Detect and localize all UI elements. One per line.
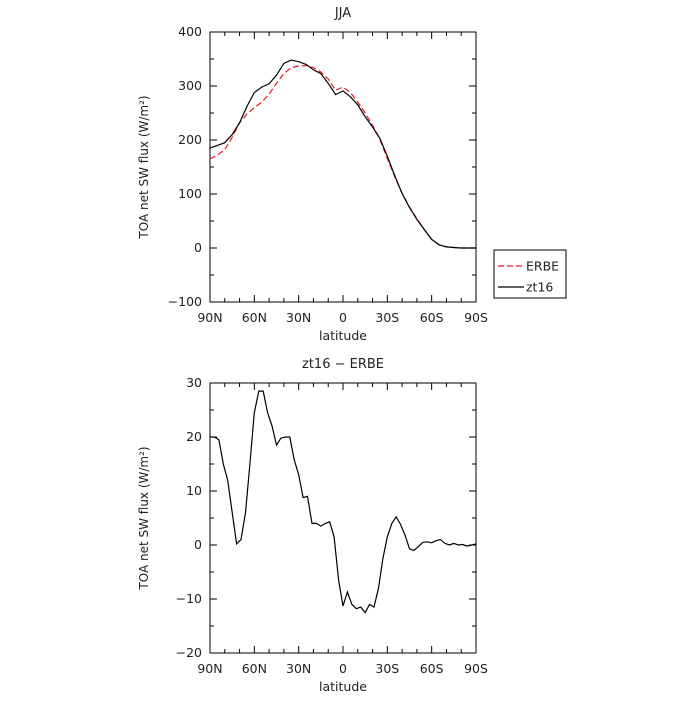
y-tick-label: 0 [194, 240, 202, 255]
y-tick-label: −20 [176, 645, 202, 660]
y-tick-label: 100 [178, 186, 202, 201]
x-axis-label: latitude [319, 328, 367, 343]
y-tick-label: −100 [168, 294, 202, 309]
x-tick-label: 30S [375, 661, 399, 676]
x-tick-label: 30N [286, 661, 311, 676]
y-axis-label: TOA net SW flux (W/m²) [137, 446, 151, 590]
x-tick-label: 60S [420, 661, 444, 676]
chart-title: zt16 − ERBE [302, 357, 384, 372]
y-tick-label: 10 [186, 483, 202, 498]
panel-2: zt16 − ERBE 90N 60N 30N 0 30S 60S 90S −20 −10 0 10 2… [137, 357, 488, 694]
y-tick-label: 0 [194, 537, 202, 552]
legend-box [493, 249, 567, 299]
panel-1: JJA 90N 60N 30N 0 30S 60S 90S −100 0 100 200 300 400 l… [137, 6, 567, 343]
x-tick-label: 60S [420, 310, 444, 325]
series-line-ERBE [209, 64, 476, 249]
y-tick-label: 200 [178, 132, 202, 147]
chart-title: JJA [334, 6, 351, 21]
x-tick-label: 90N [197, 661, 222, 676]
y-tick-label: −10 [176, 591, 202, 606]
x-tick-label: 90N [197, 310, 222, 325]
x-tick-label: 60N [242, 310, 267, 325]
legend-label-ERBE: ERBE [526, 259, 559, 274]
legend: ERBE zt16 [493, 249, 567, 299]
legend-label-zt16: zt16 [526, 280, 553, 295]
x-tick-label: 0 [339, 310, 347, 325]
x-tick-label: 0 [339, 661, 347, 676]
series-line-zt16 [209, 59, 476, 249]
y-tick-label: 300 [178, 78, 202, 93]
y-tick-label: 30 [186, 375, 202, 390]
x-tick-label: 30S [375, 310, 399, 325]
plot-frame [209, 31, 477, 303]
x-tick-label: 30N [286, 310, 311, 325]
x-tick-label: 90S [464, 661, 488, 676]
y-axis-label: TOA net SW flux (W/m²) [137, 95, 151, 239]
y-tick-label: 400 [178, 24, 202, 39]
x-tick-label: 90S [464, 310, 488, 325]
x-tick-label: 60N [242, 661, 267, 676]
x-axis-label: latitude [319, 679, 367, 694]
y-tick-label: 20 [186, 429, 202, 444]
plot-frame [209, 382, 477, 654]
series-line-series-1 [210, 390, 477, 614]
